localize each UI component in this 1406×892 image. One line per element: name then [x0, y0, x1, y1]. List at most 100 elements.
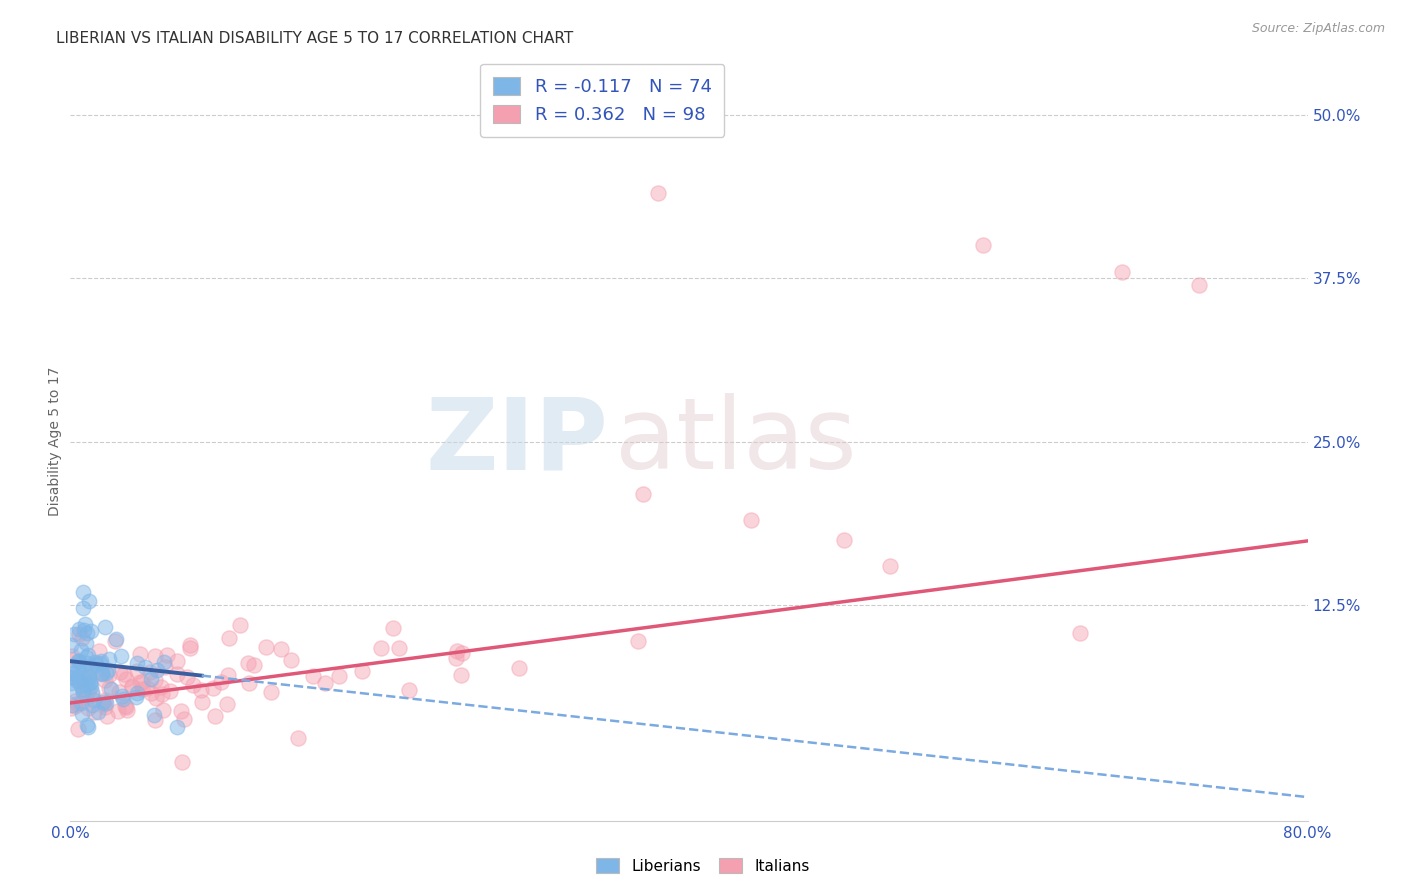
- Point: [72, 670, 94, 684]
- Point: [100, 681, 122, 696]
- Point: [60, 665, 83, 680]
- Legend: Liberians, Italians: Liberians, Italians: [591, 852, 815, 880]
- Point: [172, 756, 194, 770]
- Point: [60, 649, 83, 664]
- Point: [381, 621, 404, 635]
- Point: [125, 690, 148, 705]
- Point: [94, 693, 117, 707]
- Point: [280, 653, 302, 667]
- Point: [72, 623, 94, 637]
- Point: [302, 669, 325, 683]
- Point: [72, 685, 94, 699]
- Point: [66, 665, 89, 679]
- Point: [94, 666, 117, 681]
- Point: [115, 672, 138, 686]
- Point: [121, 681, 143, 695]
- Point: [169, 704, 191, 718]
- Point: [60, 698, 83, 712]
- Point: [127, 664, 149, 678]
- Point: [215, 697, 238, 711]
- Point: [80, 679, 103, 693]
- Point: [156, 648, 179, 663]
- Point: [328, 669, 350, 683]
- Point: [238, 676, 260, 690]
- Point: [72, 585, 94, 599]
- Point: [270, 642, 292, 657]
- Text: ZIP: ZIP: [426, 393, 609, 490]
- Point: [631, 487, 654, 501]
- Point: [72, 682, 94, 697]
- Point: [67, 655, 90, 669]
- Point: [90, 666, 112, 681]
- Point: [176, 669, 198, 683]
- Point: [75, 678, 97, 692]
- Point: [63, 658, 86, 673]
- Point: [260, 685, 283, 699]
- Point: [508, 661, 530, 675]
- Point: [63, 694, 86, 708]
- Y-axis label: Disability Age 5 to 17: Disability Age 5 to 17: [48, 367, 62, 516]
- Point: [83, 693, 105, 707]
- Point: [94, 697, 117, 711]
- Point: [111, 692, 134, 706]
- Point: [218, 631, 240, 645]
- Point: [77, 594, 100, 608]
- Point: [104, 633, 127, 648]
- Point: [191, 695, 214, 709]
- Point: [60, 638, 83, 652]
- Point: [97, 681, 120, 695]
- Point: [1111, 264, 1133, 278]
- Point: [150, 680, 173, 694]
- Point: [1188, 277, 1211, 292]
- Point: [127, 657, 149, 671]
- Point: [104, 632, 127, 646]
- Point: [143, 713, 166, 727]
- Point: [129, 647, 152, 661]
- Point: [398, 683, 420, 698]
- Point: [139, 685, 162, 699]
- Point: [627, 634, 650, 648]
- Point: [143, 648, 166, 663]
- Point: [115, 703, 138, 717]
- Point: [76, 701, 98, 715]
- Text: LIBERIAN VS ITALIAN DISABILITY AGE 5 TO 17 CORRELATION CHART: LIBERIAN VS ITALIAN DISABILITY AGE 5 TO …: [56, 31, 574, 46]
- Point: [450, 667, 472, 681]
- Point: [76, 648, 98, 662]
- Point: [145, 690, 167, 705]
- Point: [254, 640, 277, 654]
- Point: [204, 708, 226, 723]
- Point: [97, 652, 120, 666]
- Point: [90, 654, 112, 668]
- Point: [647, 186, 669, 201]
- Point: [66, 670, 89, 684]
- Point: [63, 699, 86, 714]
- Point: [94, 673, 117, 688]
- Point: [134, 660, 156, 674]
- Point: [77, 684, 100, 698]
- Point: [77, 669, 100, 683]
- Point: [75, 691, 97, 706]
- Point: [94, 699, 117, 714]
- Point: [166, 720, 188, 734]
- Point: [121, 679, 143, 693]
- Point: [97, 663, 120, 677]
- Point: [150, 687, 173, 701]
- Point: [446, 644, 468, 658]
- Point: [82, 685, 104, 699]
- Point: [67, 626, 90, 640]
- Point: [209, 675, 232, 690]
- Point: [93, 620, 115, 634]
- Point: [67, 674, 90, 689]
- Point: [181, 678, 204, 692]
- Point: [131, 681, 153, 696]
- Point: [217, 668, 239, 682]
- Point: [91, 666, 114, 681]
- Point: [89, 656, 111, 670]
- Point: [77, 677, 100, 691]
- Point: [128, 675, 150, 690]
- Point: [63, 627, 86, 641]
- Point: [314, 675, 336, 690]
- Legend: R = -0.117   N = 74, R = 0.362   N = 98: R = -0.117 N = 74, R = 0.362 N = 98: [481, 64, 724, 136]
- Point: [67, 622, 90, 636]
- Point: [84, 655, 107, 669]
